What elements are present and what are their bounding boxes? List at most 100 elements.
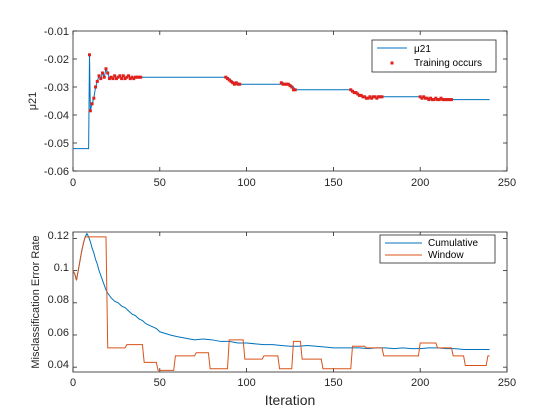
x-tick-label: 50 [154, 377, 166, 389]
legend-swatch-marker [390, 61, 394, 65]
y-axis-label: μ21 [27, 92, 39, 111]
training-marker [283, 82, 287, 86]
x-tick-label: 100 [237, 177, 255, 189]
training-marker [88, 109, 92, 113]
training-marker [370, 96, 374, 100]
series-line-primary [72, 232, 490, 350]
legend: μ21 Training occurs [371, 39, 497, 73]
axis-ticks [72, 232, 508, 372]
training-marker [123, 77, 127, 81]
training-marker [121, 74, 125, 78]
legend-entry-label: μ21 [414, 44, 431, 55]
x-tick-label: 250 [498, 377, 516, 389]
axis-ticks [72, 30, 508, 172]
training-marker [229, 79, 233, 83]
training-marker [432, 98, 436, 102]
y-tick-label: 0.08 [48, 294, 69, 306]
y-tick-label: 0.1 [54, 262, 69, 274]
training-marker [436, 98, 440, 102]
training-marker [448, 98, 452, 102]
x-tick-label: 200 [411, 177, 429, 189]
training-marker [224, 75, 228, 79]
training-marker [377, 95, 381, 99]
training-marker [380, 95, 384, 99]
series-layer [72, 232, 490, 371]
y-tick-label: -0.03 [44, 82, 69, 94]
x-tick-label: 150 [324, 177, 342, 189]
training-marker [132, 77, 136, 81]
training-marker [423, 96, 427, 100]
x-tick-label: 150 [324, 377, 342, 389]
training-marker [371, 95, 375, 99]
training-marker [281, 82, 285, 86]
training-marker [87, 53, 91, 57]
training-marker [364, 96, 368, 100]
training-marker [111, 77, 115, 81]
training-marker [286, 82, 290, 86]
training-marker [427, 98, 431, 102]
x-tick-labels: 0 50 100 150 200 250 [70, 177, 516, 189]
training-marker [135, 75, 139, 79]
training-marker [226, 77, 229, 81]
training-marker [101, 71, 105, 75]
training-marker [361, 95, 365, 99]
x-axis-label: Iteration [265, 392, 316, 408]
training-marker [125, 75, 129, 79]
x-tick-label: 100 [237, 377, 255, 389]
x-tick-label: 250 [498, 177, 516, 189]
training-marker [127, 74, 131, 78]
x-tick-label: 50 [154, 177, 166, 189]
training-marker [366, 96, 370, 100]
training-marker [441, 98, 445, 102]
y-tick-label: -0.06 [44, 166, 69, 178]
training-marker [434, 96, 438, 100]
training-marker [437, 98, 441, 102]
training-marker [288, 84, 292, 88]
training-marker [137, 75, 141, 79]
series-line-secondary [72, 236, 490, 371]
training-marker [285, 82, 289, 86]
y-axis-label: Misclassification Error Rate [30, 235, 42, 368]
training-marker [106, 71, 110, 75]
training-marker [430, 98, 434, 102]
legend-box [371, 39, 497, 73]
y-tick-labels: -0.01 -0.02 -0.03 -0.04 -0.05 -0.06 [44, 26, 69, 178]
legend-entry-label: Training occurs [414, 58, 482, 69]
training-marker [113, 74, 117, 78]
training-marker [94, 85, 98, 89]
y-tick-label: 0.12 [48, 230, 69, 242]
legend: Cumulative Window [379, 234, 496, 264]
x-tick-label: 0 [70, 177, 76, 189]
training-marker [352, 91, 356, 95]
y-tick-label: 0.06 [48, 327, 69, 339]
training-marker [368, 95, 372, 99]
training-marker [236, 82, 240, 86]
training-marker [418, 95, 422, 99]
series-layer [73, 53, 490, 150]
y-tick-label: -0.05 [44, 138, 69, 150]
training-marker [351, 89, 354, 93]
x-tick-labels: 0 50 100 150 200 250 [70, 377, 516, 389]
error-rate-plot: 0 50 100 150 200 250 0.12 0.1 0.08 0.06 … [30, 230, 516, 408]
training-marker [232, 82, 236, 86]
training-marker [349, 88, 353, 92]
training-marker [378, 95, 382, 99]
training-marker [134, 75, 137, 79]
training-marker [128, 77, 132, 81]
training-marker [139, 75, 143, 79]
y-tick-label: 0.04 [48, 359, 69, 371]
training-marker [118, 74, 122, 78]
training-marker [97, 74, 101, 78]
training-marker [114, 77, 118, 81]
training-marker [116, 75, 120, 79]
training-marker [290, 85, 294, 89]
training-marker [95, 79, 99, 83]
mu21-plot: 0 50 100 150 200 250 -0.01 -0.02 -0.03 -… [27, 26, 516, 189]
training-marker [234, 81, 238, 85]
training-marker [359, 93, 363, 97]
training-marker [104, 67, 108, 71]
training-marker [238, 82, 242, 86]
training-marker [291, 88, 295, 92]
y-tick-label: -0.01 [44, 26, 69, 38]
legend-entry-label: Cumulative [428, 238, 478, 249]
